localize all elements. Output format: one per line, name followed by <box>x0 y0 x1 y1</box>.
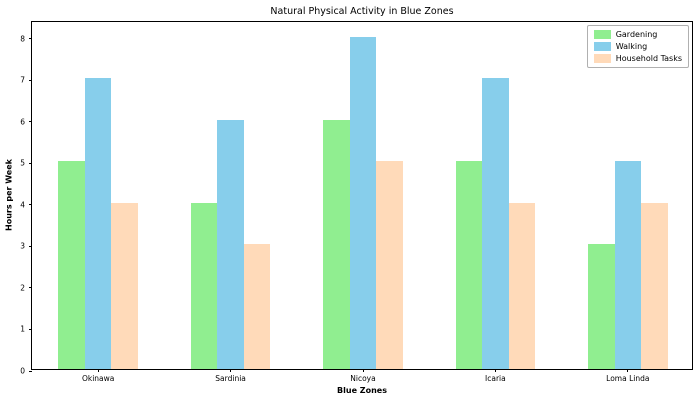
y-tick-mark <box>29 38 32 40</box>
bar-household-tasks-icaria <box>508 202 536 369</box>
legend: Gardening Walking Household Tasks <box>586 25 689 68</box>
y-tick-mark <box>29 245 32 247</box>
y-tick-mark <box>29 79 32 81</box>
y-tick-mark <box>29 121 32 123</box>
legend-item: Household Tasks <box>593 54 682 63</box>
bar-household-tasks-loma-linda <box>641 202 668 369</box>
y-axis-label: Hours per Week <box>4 159 14 231</box>
legend-item: Gardening <box>593 30 682 39</box>
y-tick-label: 6 <box>20 117 25 127</box>
x-tick-label: Loma Linda <box>606 374 650 383</box>
bar-walking-sardinia <box>217 119 244 369</box>
x-tick-label: Nicoya <box>350 374 376 383</box>
x-tick-label: Okinawa <box>81 374 115 383</box>
x-tick-label: Sardinia <box>215 374 246 383</box>
chart-title: Natural Physical Activity in Blue Zones <box>270 6 454 17</box>
bar-walking-loma-linda <box>614 161 642 369</box>
y-tick-mark <box>29 370 32 372</box>
legend-label: Walking <box>615 42 648 51</box>
y-tick-label: 4 <box>20 200 25 210</box>
x-tick-mark <box>97 369 99 372</box>
x-tick-mark <box>494 369 496 372</box>
legend-item: Walking <box>593 42 682 51</box>
x-tick-label: Icaria <box>485 374 506 383</box>
legend-swatch-icon <box>593 30 611 39</box>
bar-gardening-icaria <box>455 161 483 369</box>
bar-walking-nicoya <box>349 36 377 369</box>
x-axis-label: Blue Zones <box>337 386 387 395</box>
bar-household-tasks-nicoya <box>376 161 403 369</box>
bar-gardening-loma-linda <box>588 244 615 369</box>
legend-label: Household Tasks <box>615 54 682 63</box>
y-tick-label: 2 <box>20 283 25 293</box>
bar-gardening-okinawa <box>58 161 85 369</box>
bar-household-tasks-okinawa <box>111 202 138 369</box>
x-tick-mark <box>627 369 629 372</box>
bar-gardening-sardinia <box>190 202 218 369</box>
bar-gardening-nicoya <box>323 119 350 369</box>
bar-household-tasks-sardinia <box>243 244 271 369</box>
y-tick-label: 0 <box>20 366 25 376</box>
y-tick-mark <box>29 328 32 330</box>
y-tick-label: 5 <box>20 158 25 168</box>
y-tick-label: 1 <box>20 324 25 334</box>
y-tick-mark <box>29 204 32 206</box>
legend-swatch-icon <box>593 42 611 51</box>
plot-area: Gardening Walking Household Tasks 0 1 2 3 4 5 6 7… <box>20 21 693 383</box>
y-tick-label: 3 <box>20 241 25 251</box>
y-tick-mark <box>29 162 32 164</box>
y-tick-label: 8 <box>20 34 25 44</box>
bar-walking-okinawa <box>84 78 112 369</box>
bar-walking-icaria <box>482 78 509 369</box>
y-tick-label: 7 <box>20 75 25 85</box>
legend-swatch-icon <box>593 54 611 63</box>
x-tick-mark <box>362 369 364 372</box>
legend-label: Gardening <box>615 30 658 39</box>
x-tick-mark <box>230 369 232 372</box>
y-tick-mark <box>29 287 32 289</box>
